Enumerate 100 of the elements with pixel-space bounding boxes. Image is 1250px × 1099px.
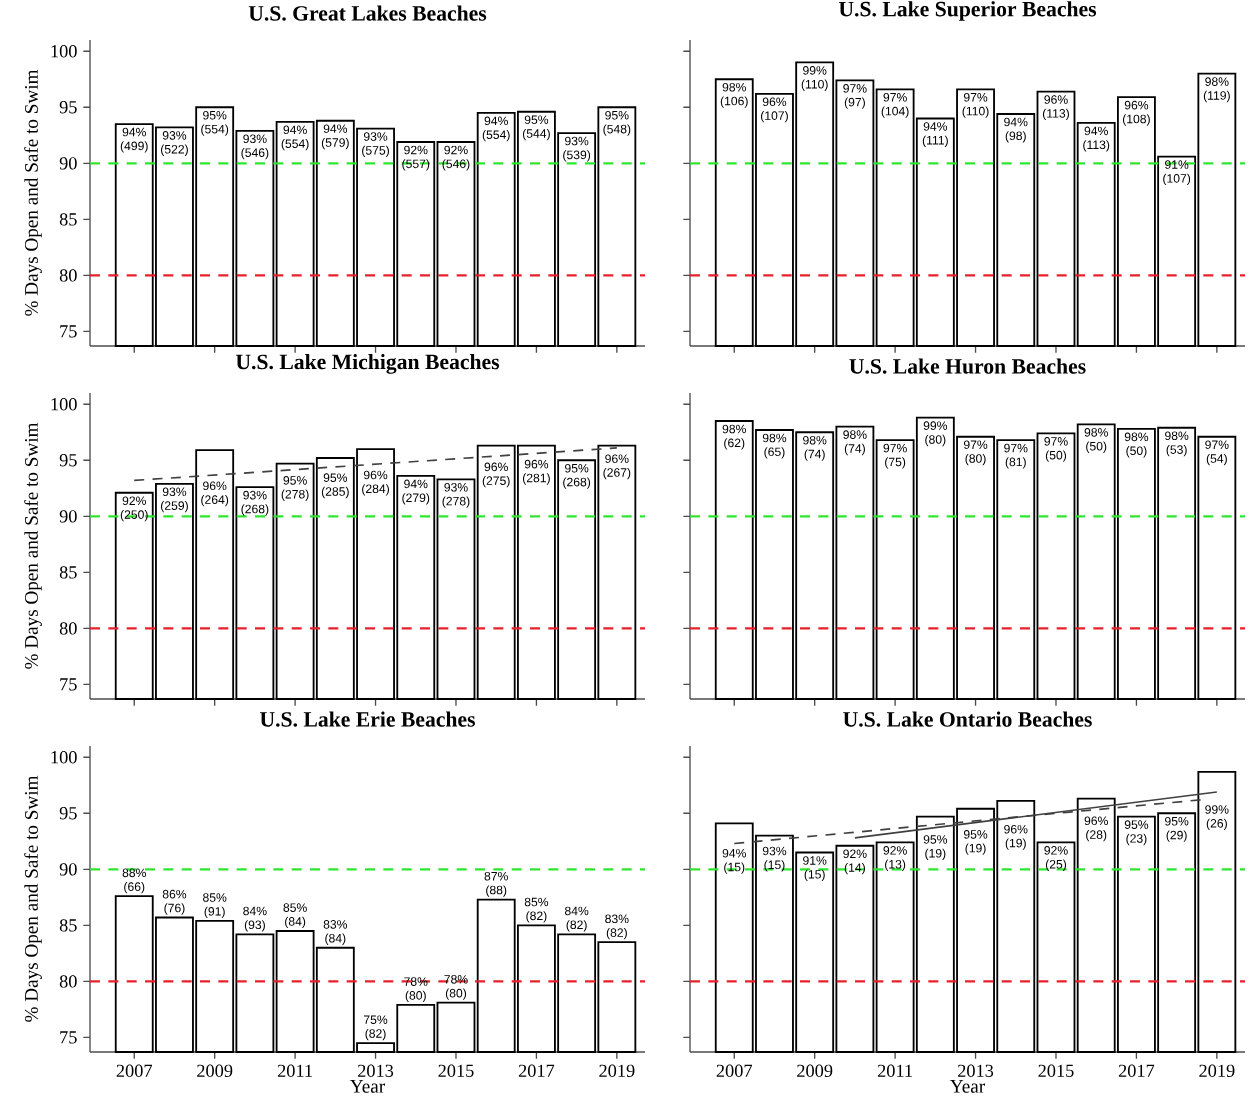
data-label: 96% (275) <box>482 462 510 488</box>
data-label: 95% (268) <box>563 463 591 489</box>
data-label: 83% (84) <box>323 920 348 945</box>
x-axis-title: Year <box>950 1080 986 1093</box>
data-label: 94% (279) <box>402 479 430 505</box>
data-label: 93% (15) <box>762 846 787 872</box>
data-label: 98% (74) <box>843 430 867 456</box>
y-tick-label: 85 <box>59 213 77 226</box>
y-tick-label: 85 <box>59 566 77 579</box>
x-tick-label: 2019 <box>1199 1064 1235 1077</box>
data-label: 94% (554) <box>281 125 309 151</box>
data-label: 85% (84) <box>283 903 307 929</box>
data-label: 99% (80) <box>923 421 948 447</box>
data-label: 85% (91) <box>203 893 227 919</box>
data-label: 97% (97) <box>843 84 867 109</box>
data-label: 84% (93) <box>243 906 267 932</box>
data-label: 97% (75) <box>883 443 907 469</box>
y-tick-label: 95 <box>59 101 77 114</box>
data-label: 98% (50) <box>1124 432 1149 458</box>
data-label: 95% (548) <box>603 110 631 136</box>
data-label: 96% (264) <box>201 481 229 507</box>
y-tick-label: 90 <box>59 863 77 876</box>
data-label: 97% (110) <box>962 92 989 118</box>
x-tick-label: 2009 <box>197 1064 233 1077</box>
x-tick-label: 2015 <box>1038 1064 1074 1077</box>
data-label: 95% (544) <box>522 115 550 141</box>
data-label: 96% (281) <box>522 459 550 485</box>
data-label: 96% (107) <box>761 97 788 123</box>
y-tick-label: 100 <box>51 45 77 58</box>
data-label: 96% (267) <box>603 454 631 480</box>
data-label: 94% (554) <box>482 116 510 142</box>
data-label: 93% (268) <box>241 490 269 516</box>
data-label: 91% (107) <box>1163 160 1191 186</box>
data-label: 97% (54) <box>1205 440 1229 466</box>
data-label: 91% (15) <box>803 856 827 881</box>
y-tick-label: 80 <box>59 622 77 635</box>
x-tick-label: 2013 <box>358 1064 394 1077</box>
y-tick-label: 95 <box>59 454 77 467</box>
data-label: 84% (82) <box>564 906 589 932</box>
x-tick-label: 2007 <box>716 1064 753 1077</box>
chart-title: U.S. Lake Erie Beaches <box>260 711 475 727</box>
data-label: 93% (546) <box>241 134 269 160</box>
data-label: 92% (546) <box>442 145 470 171</box>
x-tick-label: 2007 <box>116 1064 153 1077</box>
x-tick-label: 2019 <box>599 1064 635 1077</box>
data-label: 94% (111) <box>922 122 948 147</box>
data-label: 95% (23) <box>1124 820 1149 846</box>
data-label: 93% (539) <box>563 136 591 162</box>
data-label: 96% (284) <box>362 470 389 496</box>
data-label: 99% (26) <box>1205 805 1229 831</box>
data-label: 95% (278) <box>281 476 309 501</box>
chart-title: U.S. Lake Huron Beaches <box>849 358 1086 374</box>
data-label: 98% (50) <box>1084 428 1108 453</box>
chart-title: U.S. Lake Ontario Beaches <box>843 711 1092 727</box>
y-tick-label: 75 <box>60 678 77 691</box>
data-label: 93% (259) <box>161 487 188 513</box>
data-label: 93% (522) <box>161 131 188 156</box>
y-tick-label: 90 <box>59 510 77 523</box>
data-label: 94% (15) <box>722 848 746 874</box>
y-tick-label: 85 <box>59 919 77 932</box>
data-label: 98% (62) <box>722 424 746 450</box>
chart-title: U.S. Great Lakes Beaches <box>248 5 487 21</box>
data-label: 83% (82) <box>605 914 629 940</box>
data-label: 98% (74) <box>803 435 827 461</box>
data-label: 85% (82) <box>524 897 549 923</box>
data-label: 94% (579) <box>321 124 349 150</box>
data-label: 93% (278) <box>442 482 470 508</box>
y-tick-label: 100 <box>51 398 77 411</box>
chart-title: U.S. Lake Superior Beaches <box>838 1 1097 21</box>
data-label: 95% (285) <box>321 473 349 499</box>
y-tick-label: 80 <box>59 975 77 988</box>
data-label: 87% (88) <box>484 871 508 897</box>
data-label: 94% (98) <box>1004 117 1028 143</box>
data-label: 98% (119) <box>1203 77 1230 103</box>
y-axis-title: % Days Open and Safe to Swim <box>24 775 42 1022</box>
data-label: 96% (28) <box>1084 816 1108 842</box>
data-label: 95% (29) <box>1165 816 1189 842</box>
x-tick-label: 2017 <box>518 1064 555 1077</box>
y-axis-title: % Days Open and Safe to Swim <box>24 69 42 316</box>
y-tick-label: 75 <box>60 325 77 338</box>
data-label: 88% (66) <box>122 868 146 894</box>
y-tick-label: 75 <box>60 1031 77 1044</box>
data-label: 78% (80) <box>444 975 468 1000</box>
data-label: 96% (108) <box>1122 100 1150 126</box>
y-axis-title: % Days Open and Safe to Swim <box>24 422 42 669</box>
x-tick-label: 2017 <box>1118 1064 1155 1077</box>
data-label: 96% (19) <box>1004 824 1028 850</box>
data-label: 92% (250) <box>120 496 148 522</box>
data-label: 95% (19) <box>963 830 988 855</box>
data-label: 99% (110) <box>801 66 828 91</box>
y-tick-label: 90 <box>59 157 77 170</box>
data-label: 96% (113) <box>1042 95 1069 121</box>
data-label: 97% (81) <box>1004 443 1028 469</box>
data-label: 94% (113) <box>1083 126 1110 152</box>
data-label: 92% (25) <box>1044 846 1068 871</box>
data-label: 97% (80) <box>963 440 988 466</box>
data-label: 93% (575) <box>362 132 389 158</box>
data-label: 95% (19) <box>923 835 948 860</box>
data-label: 75% (82) <box>364 1015 388 1041</box>
x-tick-label: 2011 <box>877 1064 912 1077</box>
